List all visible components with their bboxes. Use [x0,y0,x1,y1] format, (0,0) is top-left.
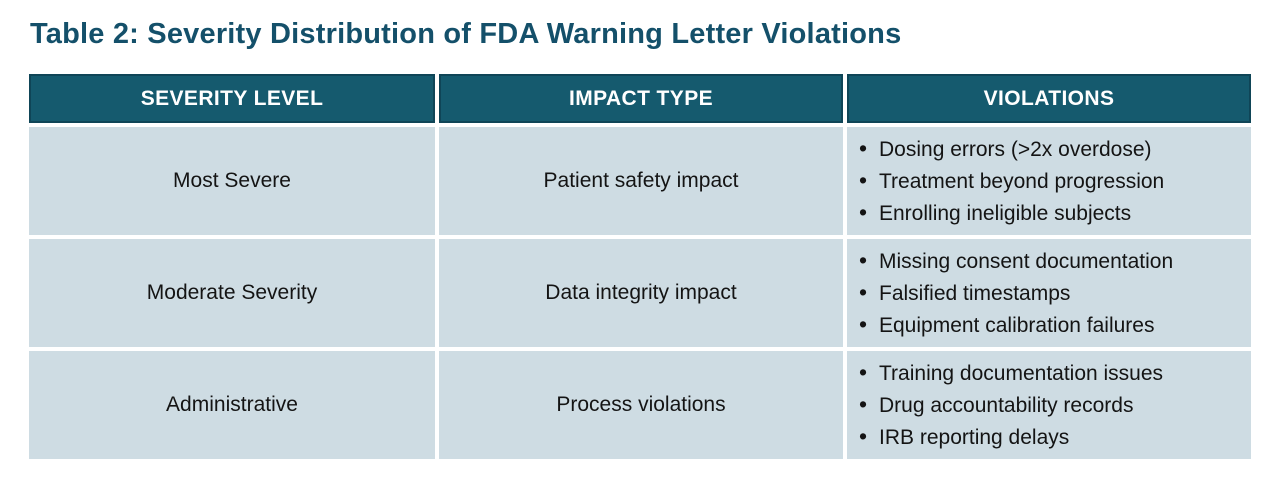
severity-cell-moderate-severity: Moderate Severity [29,239,435,347]
violations-list: Missing consent documentation Falsified … [859,245,1173,341]
column-header-impact-type: IMPACT TYPE [439,74,843,123]
violations-list: Dosing errors (>2x overdose) Treatment b… [859,133,1164,229]
violations-cell-administrative: Training documentation issues Drug accou… [847,351,1251,459]
impact-cell-process-violations: Process violations [439,351,843,459]
violations-list: Training documentation issues Drug accou… [859,357,1163,453]
impact-cell-data-integrity: Data integrity impact [439,239,843,347]
table-title: Table 2: Severity Distribution of FDA Wa… [30,18,902,50]
violation-item: Dosing errors (>2x overdose) [859,133,1164,165]
violation-item: IRB reporting delays [859,421,1163,453]
violation-item: Enrolling ineligible subjects [859,197,1164,229]
violation-item: Drug accountability records [859,389,1163,421]
violations-cell-moderate-severity: Missing consent documentation Falsified … [847,239,1251,347]
severity-cell-most-severe: Most Severe [29,127,435,235]
violation-item: Training documentation issues [859,357,1163,389]
column-header-violations: VIOLATIONS [847,74,1251,123]
violations-cell-most-severe: Dosing errors (>2x overdose) Treatment b… [847,127,1251,235]
impact-cell-patient-safety: Patient safety impact [439,127,843,235]
violation-item: Equipment calibration failures [859,309,1173,341]
severity-distribution-table: SEVERITY LEVEL IMPACT TYPE VIOLATIONS Mo… [29,74,1251,459]
column-header-severity-level: SEVERITY LEVEL [29,74,435,123]
violation-item: Falsified timestamps [859,277,1173,309]
violation-item: Missing consent documentation [859,245,1173,277]
violation-item: Treatment beyond progression [859,165,1164,197]
severity-cell-administrative: Administrative [29,351,435,459]
